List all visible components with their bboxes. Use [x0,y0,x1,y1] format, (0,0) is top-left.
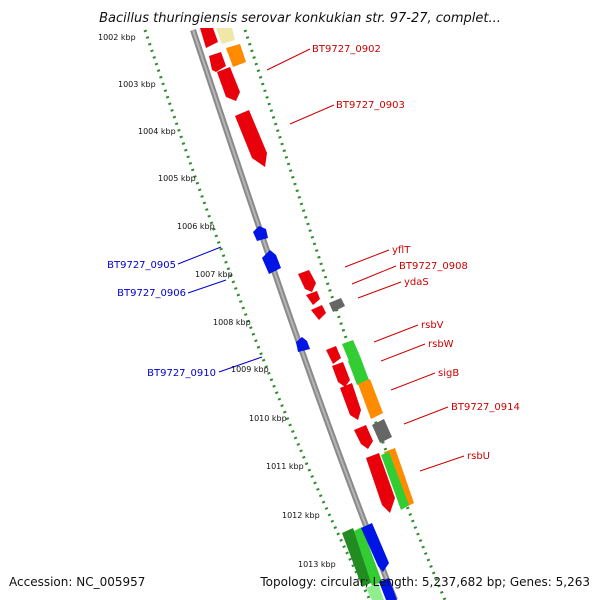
gene-BT9727_0914[interactable] [372,419,392,443]
gene-sigB[interactable] [358,379,383,419]
gene-rsbV[interactable] [342,340,360,361]
gene-labels: BT9727_0902 BT9727_0903 yflT BT9727_0908… [107,44,520,462]
gene-yflT[interactable] [298,270,316,292]
gene-BT9727_0903[interactable] [235,110,267,167]
tick-tracks [143,29,447,600]
gene-rsbV-red[interactable] [326,346,341,364]
kbp-label: 1003 kbp [118,80,156,89]
leader-BT9727_0910 [218,356,263,373]
map-title: Bacillus thuringiensis serovar konkukian… [99,11,501,26]
gene-ydaS[interactable] [311,305,326,320]
gene-BT9727_0910[interactable] [296,337,310,352]
leader-yflT [344,249,390,268]
gene-rsbU-red[interactable] [366,453,395,513]
gene-bottom-blue[interactable] [361,523,389,572]
gene-sigB-red[interactable] [340,383,361,420]
kbp-label: 1008 kbp [213,318,251,327]
label-rsbV[interactable]: rsbV [421,320,444,331]
gene-rsbU[interactable] [381,452,409,510]
label-BT9727_0906[interactable]: BT9727_0906 [117,288,186,299]
gene-top-yellow[interactable] [216,28,235,44]
gene-bottom-dark-green[interactable] [342,528,373,587]
gene-rsbW-red[interactable] [332,362,350,387]
label-rsbU[interactable]: rsbU [467,451,490,462]
gene-top-red[interactable] [200,28,218,48]
label-BT9727_0914[interactable]: BT9727_0914 [451,402,520,413]
label-BT9727_0902[interactable]: BT9727_0902 [312,44,381,55]
gene-bottom-green[interactable] [354,527,382,586]
leader-rsbU [419,455,465,472]
kbp-label: 1006 kbp [177,222,215,231]
kbp-tick-labels: 1002 kbp 1003 kbp 1004 kbp 1005 kbp 1006… [98,33,336,569]
label-leader-lines [177,48,465,472]
leader-ydaS [357,281,402,299]
outer-tick-track [243,29,447,600]
accession-text: Accession: NC_005957 [9,575,145,589]
label-rsbW[interactable]: rsbW [428,339,454,350]
leader-rsbW [380,343,426,362]
gene-BT9727_0905[interactable] [253,226,268,241]
label-BT9727_0910[interactable]: BT9727_0910 [147,368,216,379]
leader-BT9727_0908 [351,265,397,285]
gene-gray-small[interactable] [329,298,345,312]
gene-small-red-0902[interactable] [209,52,226,72]
inner-tick-track [143,29,372,600]
kbp-label: 1009 kbp [231,365,269,374]
label-BT9727_0908[interactable]: BT9727_0908 [399,261,468,272]
kbp-label: 1002 kbp [98,33,136,42]
gene-BT9727_0902[interactable] [217,67,240,101]
label-BT9727_0903[interactable]: BT9727_0903 [336,100,405,111]
leader-rsbV [373,324,419,343]
kbp-label: 1011 kbp [266,462,304,471]
leader-BT9727_0914 [403,406,449,425]
leader-BT9727_0903 [289,104,335,125]
gene-features [200,28,414,600]
leader-BT9727_0902 [266,48,311,71]
kbp-label: 1010 kbp [249,414,287,423]
kbp-label: 1004 kbp [138,127,176,136]
backbone-highlight [192,29,396,600]
gene-BT9727_0906[interactable] [262,250,281,274]
gene-bottom-light-green[interactable] [366,583,384,600]
gene-orange-upstream[interactable] [226,44,246,67]
leader-BT9727_0906 [187,279,227,294]
leader-sigB [390,372,436,391]
gene-BT9727_0908[interactable] [306,291,320,305]
label-yflT[interactable]: yflT [392,245,411,256]
kbp-label: 1007 kbp [195,270,233,279]
label-sigB[interactable]: sigB [438,368,459,379]
kbp-label: 1012 kbp [282,511,320,520]
topology-text: Topology: circular; Length: 5,237,682 bp… [259,575,590,589]
gene-BT9727_0914-red[interactable] [354,425,373,449]
leader-BT9727_0905 [177,246,222,265]
gene-bottom-blue-2[interactable] [379,578,397,600]
label-ydaS[interactable]: ydaS [404,277,429,288]
kbp-label: 1013 kbp [298,560,336,569]
label-BT9727_0905[interactable]: BT9727_0905 [107,260,176,271]
kbp-label: 1005 kbp [158,174,196,183]
gene-rsbW[interactable] [348,356,369,385]
